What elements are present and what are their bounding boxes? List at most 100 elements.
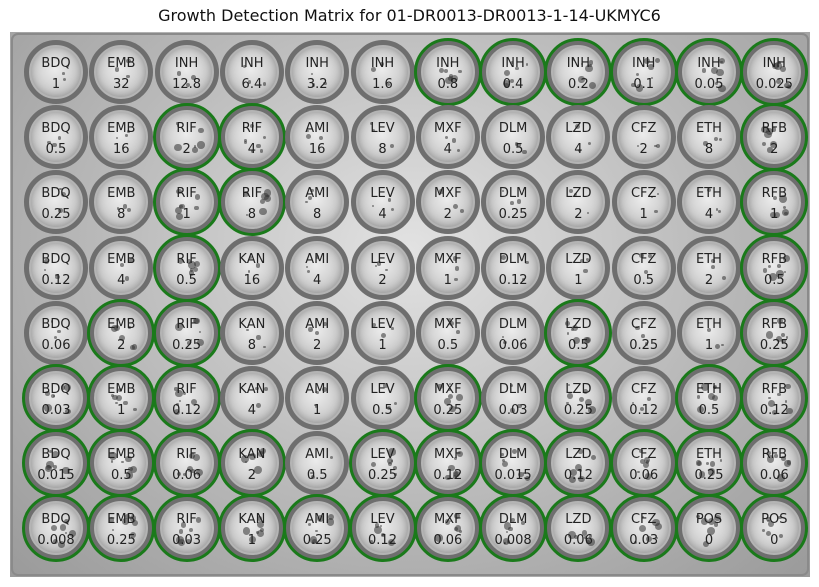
well-drug-label: CFZ <box>630 251 657 267</box>
well-drug-label: BDQ <box>41 316 71 332</box>
well: INH 0.8 <box>413 38 482 106</box>
well-drug-label: INH <box>632 56 656 71</box>
well-concentration-label: 0 <box>704 533 714 549</box>
well-drug-label: LEV <box>370 186 395 202</box>
well-drug-label: LEV <box>370 316 395 332</box>
well: MXF 0.06 <box>413 494 482 563</box>
well: EMB 2 <box>87 298 156 367</box>
well-drug-label: EMB <box>107 186 136 202</box>
well-concentration-label: 0.12 <box>498 272 528 288</box>
well-concentration-label: 4 <box>313 272 322 288</box>
well: AMI 4 <box>285 235 350 300</box>
well-concentration-label: 4 <box>704 207 714 223</box>
well-drug-label: KAN <box>238 512 266 528</box>
well: ETH 8 <box>677 105 741 170</box>
well: DLM 0.015 <box>479 429 548 498</box>
well-drug-label: AMI <box>305 316 330 332</box>
well-concentration-label: 16 <box>308 142 326 158</box>
well: RIF 2 <box>152 103 221 172</box>
well-concentration-label: 6.4 <box>241 77 263 92</box>
well-drug-label: LZD <box>565 512 592 528</box>
well: RIF 0.5 <box>152 233 221 302</box>
well-concentration-label: 12.8 <box>172 77 202 92</box>
well-drug-label: ETH <box>696 121 722 137</box>
well-drug-label: ETH <box>696 447 722 463</box>
well-drug-label: INH <box>697 56 721 71</box>
well-concentration-label: 8 <box>378 142 387 158</box>
well-concentration-label: 0.5 <box>372 403 393 418</box>
well-drug-label: AMI <box>305 121 330 137</box>
well: LZD 2 <box>546 170 611 235</box>
well-drug-label: EMB <box>107 382 136 397</box>
well-concentration-label: 0.25 <box>172 337 202 353</box>
well-concentration-label: 0.06 <box>759 468 789 484</box>
well: EMB 16 <box>89 105 154 170</box>
well-concentration-label: 0.03 <box>172 533 202 549</box>
well-concentration-label: 1 <box>247 533 257 549</box>
well-drug-label: ETH <box>696 382 722 397</box>
well-concentration-label: 0.25 <box>694 468 724 484</box>
well-concentration-label: 0.06 <box>629 468 659 484</box>
well-drug-label: POS <box>761 512 788 528</box>
well-drug-label: RIF <box>241 121 263 137</box>
well-drug-label: MXF <box>433 512 462 528</box>
well: CFZ 0.06 <box>609 429 678 498</box>
well-concentration-label: 0.06 <box>433 533 463 549</box>
well-concentration-label: 0 <box>770 533 779 549</box>
well: ETH 2 <box>677 235 741 300</box>
well-concentration-label: 2 <box>443 207 452 223</box>
well-concentration-label: 3.2 <box>306 77 328 92</box>
well-concentration-label: 0.1 <box>633 77 655 92</box>
well-concentration-label: 0.5 <box>568 337 589 353</box>
well-drug-label: MXF <box>433 121 462 137</box>
well-concentration-label: 4 <box>378 207 387 223</box>
well-concentration-label: 1 <box>378 337 387 353</box>
well-drug-label: MXF <box>433 382 462 397</box>
well: AMI 0.25 <box>283 494 352 563</box>
well: LZD 4 <box>546 105 611 170</box>
well: CFZ 1 <box>611 170 676 235</box>
well-drug-label: LZD <box>565 447 592 463</box>
well-concentration-label: 1 <box>704 337 714 353</box>
well-drug-label: DLM <box>498 121 528 137</box>
well-concentration-label: 2 <box>704 272 714 288</box>
well: KAN 4 <box>219 366 284 430</box>
well-drug-label: EMB <box>107 447 136 463</box>
well-drug-label: DLM <box>498 186 528 202</box>
well-concentration-label: 16 <box>113 142 130 158</box>
well: MXF 0.25 <box>413 364 482 432</box>
well: ETH 0.25 <box>675 429 743 498</box>
well-drug-label: LZD <box>565 121 592 137</box>
well-drug-label: EMB <box>107 316 136 332</box>
well: KAN 8 <box>219 300 284 365</box>
well-drug-label: BDQ <box>41 251 71 267</box>
well-drug-label: EMB <box>107 512 136 528</box>
well-drug-label: DLM <box>498 316 528 332</box>
well: LEV 0.12 <box>348 494 417 563</box>
well: ETH 0.5 <box>675 364 743 432</box>
well: DLM 0.5 <box>481 105 546 170</box>
well-drug-label: RFB <box>761 447 788 463</box>
well: KAN 1 <box>217 494 286 563</box>
well-drug-label: CFZ <box>630 316 657 332</box>
well-concentration-label: 8 <box>247 337 257 353</box>
microtitre-plate-image: BDQ 1 EMB 32 INH 12.8 INH 6.4 INH 3.2 INH 1.6 INH 0.8… <box>10 32 810 577</box>
well: AMI 16 <box>285 105 350 170</box>
well-concentration-label: 4 <box>247 142 257 158</box>
well-concentration-label: 8 <box>313 207 322 223</box>
well-concentration-label: 0.06 <box>498 337 528 353</box>
well-concentration-label: 8 <box>117 207 126 223</box>
well: EMB 0.25 <box>87 494 156 563</box>
well: LZD 0.25 <box>544 364 613 432</box>
well: CFZ 2 <box>611 105 676 170</box>
well: LZD 0.5 <box>544 298 613 367</box>
well-drug-label: MXF <box>433 316 462 332</box>
well-concentration-label: 0.12 <box>759 403 789 418</box>
well: DLM 0.25 <box>481 170 546 235</box>
well: LEV 4 <box>350 170 415 235</box>
well-drug-label: AMI <box>305 382 330 397</box>
well: INH 3.2 <box>285 40 350 104</box>
well-drug-label: LEV <box>370 447 395 463</box>
well: INH 0.4 <box>479 38 548 106</box>
well-drug-label: KAN <box>238 382 266 397</box>
